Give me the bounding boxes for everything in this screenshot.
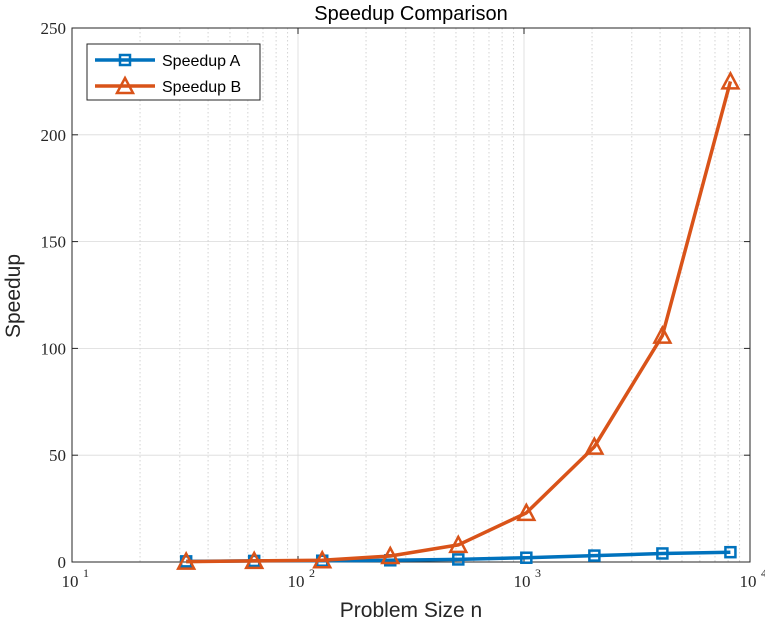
- series-line-speedup-b: [186, 80, 733, 564]
- legend-marker-speedup-a: [118, 53, 132, 67]
- x-tick-label-exp: 4: [761, 566, 765, 580]
- axes-box: [71, 27, 751, 563]
- data-point-speedup-b: [448, 534, 469, 554]
- data-point-speedup-a: [452, 553, 465, 566]
- y-tick-label: 250: [41, 19, 67, 38]
- data-point-speedup-b: [312, 549, 333, 569]
- x-tick-label-base: 10: [62, 572, 79, 591]
- data-point-speedup-b: [244, 550, 265, 570]
- x-tick-label-exp: 3: [535, 566, 541, 580]
- legend-entry-speedup-b: Speedup B: [95, 75, 241, 96]
- y-tick-label: 0: [58, 553, 67, 572]
- x-tick-label-base: 10: [514, 572, 531, 591]
- data-point-speedup-b: [652, 324, 673, 344]
- x-axis-label: Problem Size n: [340, 599, 482, 622]
- data-point-speedup-b: [380, 545, 401, 565]
- legend-marker-speedup-b: [114, 75, 136, 95]
- series-speedup-a: [179, 545, 737, 568]
- ticks-layer: 10 1 10 2 10 3 10 4 0 50 100 150 200 250: [41, 19, 765, 591]
- series-layer: [176, 70, 741, 570]
- y-tick-label: 50: [49, 446, 66, 465]
- data-point-speedup-b: [584, 435, 605, 455]
- x-tick-label-exp: 2: [309, 566, 315, 580]
- chart-title: Speedup Comparison: [314, 3, 507, 25]
- data-point-speedup-b: [176, 550, 197, 570]
- legend-entry-speedup-a: Speedup A: [95, 53, 241, 70]
- x-tick-label-base: 10: [288, 572, 305, 591]
- x-tick-label-base: 10: [740, 572, 757, 591]
- y-tick-label: 100: [41, 339, 67, 358]
- y-tick-label: 200: [41, 126, 67, 145]
- grid-layer: [71, 27, 751, 563]
- legend: Speedup A Speedup B: [86, 43, 261, 101]
- y-tick-label: 150: [41, 233, 67, 252]
- data-point-speedup-b: [516, 502, 537, 522]
- legend-label-speedup-a: Speedup A: [162, 53, 241, 70]
- data-point-speedup-b: [720, 70, 741, 90]
- data-point-speedup-a: [520, 551, 533, 564]
- x-tick-label-exp: 1: [83, 566, 89, 580]
- series-speedup-b: [176, 70, 741, 570]
- data-point-speedup-a: [724, 545, 737, 559]
- data-point-speedup-a: [656, 547, 669, 560]
- data-point-speedup-a: [588, 549, 601, 562]
- legend-label-speedup-b: Speedup B: [162, 79, 241, 96]
- legend-box: [86, 43, 261, 101]
- y-axis-label: Speedup: [2, 254, 25, 338]
